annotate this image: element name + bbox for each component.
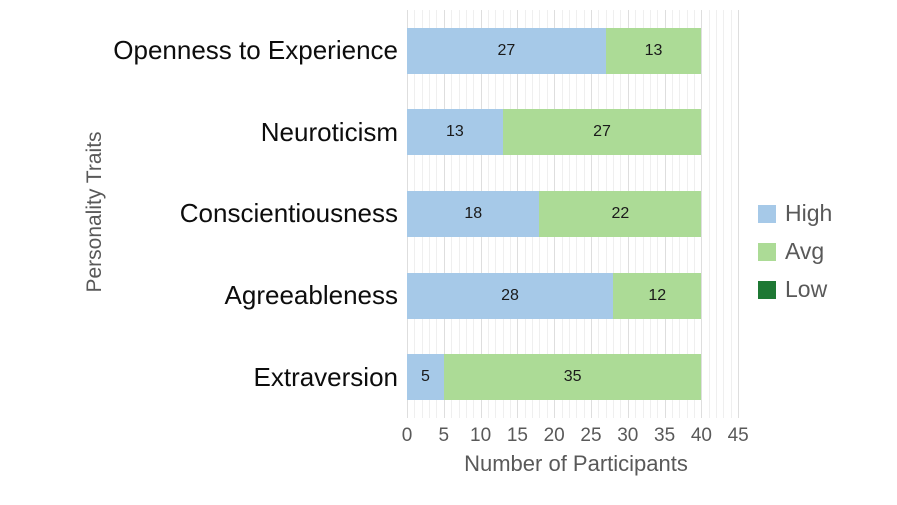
bar-segment-high: 27 — [407, 27, 606, 74]
bar-segment-high: 18 — [407, 190, 540, 237]
legend-item-high: High — [758, 200, 832, 227]
category-label: Extraversion — [253, 361, 399, 392]
legend-item-avg: Avg — [758, 238, 832, 265]
segment-value-label: 5 — [420, 368, 430, 386]
stacked-bar: 27 13 — [407, 27, 702, 74]
x-axis-tick-label: 10 — [470, 425, 492, 446]
segment-value-label: 27 — [497, 41, 516, 59]
segment-value-label: 18 — [464, 204, 483, 222]
gridline — [701, 10, 703, 418]
bar-row: 18 22 — [407, 173, 745, 255]
stacked-bar: 5 35 — [407, 354, 702, 401]
x-axis-tick-label: 15 — [506, 425, 528, 446]
bar-row: 27 13 — [407, 10, 745, 92]
segment-value-label: 27 — [593, 123, 611, 141]
segment-value-label: 13 — [644, 41, 663, 59]
bar-segment-avg: 35 — [443, 354, 702, 401]
legend: High Avg Low — [758, 200, 832, 303]
bar-segment-high: 5 — [407, 354, 444, 401]
y-axis-labels: Openness to Experience Neuroticism Conscie… — [0, 10, 398, 418]
gridline — [730, 10, 732, 418]
bar-segment-high: 13 — [407, 109, 503, 156]
gridline — [708, 10, 710, 418]
legend-swatch — [758, 242, 776, 261]
category-label: Openness to Experience — [113, 35, 398, 66]
legend-swatch — [758, 280, 776, 299]
x-axis-tick-label: 5 — [438, 425, 450, 446]
x-axis-tick-label: 25 — [580, 425, 602, 446]
legend-swatch — [758, 204, 776, 223]
segment-value-label: 13 — [445, 123, 464, 141]
x-axis: 0 5 10 15 20 25 30 35 40 45 — [402, 425, 749, 449]
x-axis-tick-label: 30 — [617, 425, 639, 446]
x-axis-tick-label: 35 — [654, 425, 676, 446]
legend-item-low: Low — [758, 276, 832, 303]
segment-value-label: 22 — [611, 204, 630, 222]
stacked-bar: 28 12 — [407, 272, 702, 319]
stacked-bar: 18 22 — [407, 190, 702, 237]
legend-label: High — [785, 200, 833, 226]
gridline — [716, 10, 718, 418]
segment-value-label: 28 — [501, 286, 519, 304]
x-axis-tick-label: 45 — [727, 425, 749, 446]
legend-label: Avg — [785, 238, 825, 264]
segment-value-label: 12 — [648, 286, 667, 304]
legend-label: Low — [785, 276, 828, 302]
bar-row: 28 12 — [407, 255, 745, 337]
gridline — [738, 10, 740, 418]
gridline — [723, 10, 725, 418]
bar-segment-avg: 27 — [502, 109, 702, 156]
bar-segment-avg: 12 — [613, 272, 702, 319]
category-label: Agreeableness — [224, 280, 398, 311]
segment-value-label: 35 — [563, 368, 582, 386]
x-axis-title: Number of Participants — [464, 451, 688, 476]
bar-row: 13 27 — [407, 92, 745, 174]
bar-row: 5 35 — [407, 336, 745, 418]
category-label: Neuroticism — [260, 116, 398, 147]
x-axis-tick-label: 0 — [401, 425, 413, 446]
x-axis-tick-label: 40 — [690, 425, 712, 446]
category-label: Conscientiousness — [179, 198, 398, 229]
plot-area: 27 13 13 27 18 22 28 12 5 35 — [407, 10, 745, 418]
bar-segment-high: 28 — [407, 272, 614, 319]
stacked-bar: 13 27 — [407, 109, 702, 156]
x-axis-tick-label: 20 — [543, 425, 565, 446]
bar-segment-avg: 13 — [605, 27, 702, 74]
bar-segment-avg: 22 — [539, 190, 702, 237]
